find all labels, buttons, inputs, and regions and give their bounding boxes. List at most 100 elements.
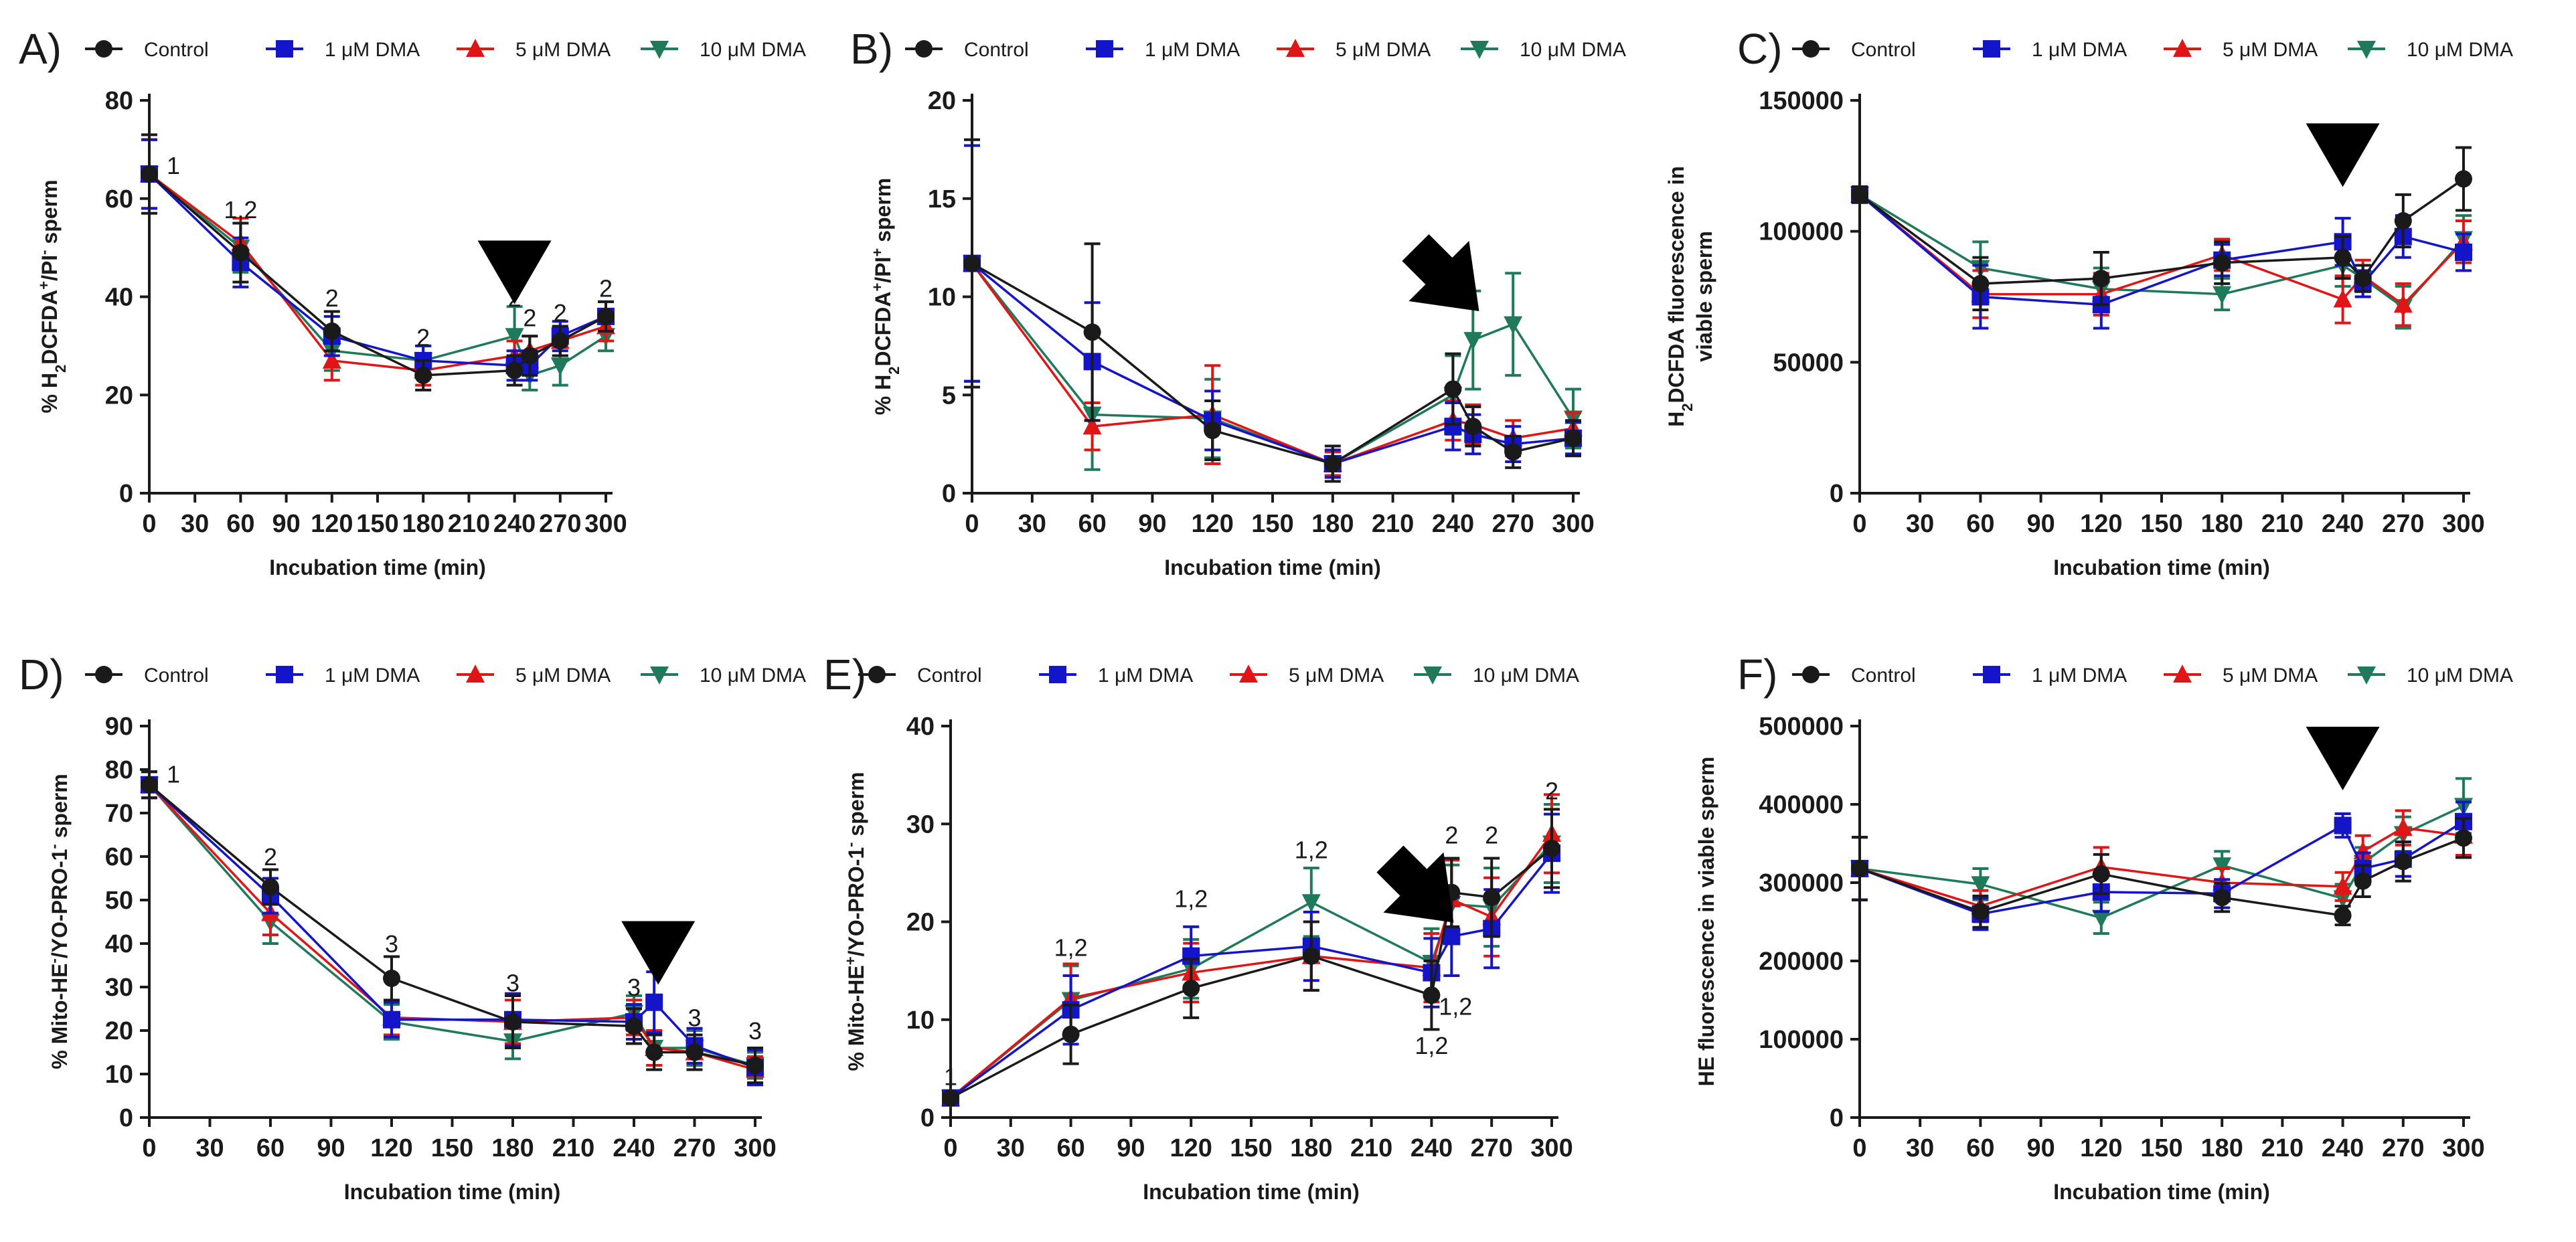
panel-letter: B) bbox=[850, 25, 893, 73]
x-tick-label: 120 bbox=[370, 1134, 412, 1162]
legend-label: 10 μM DMA bbox=[1520, 39, 1626, 61]
annotation-label: 3 bbox=[627, 974, 641, 1001]
y-tick-label: 100000 bbox=[1759, 218, 1844, 246]
panel-letter: C) bbox=[1737, 25, 1783, 73]
y-tick-label: 400000 bbox=[1759, 791, 1844, 819]
y-tick-label: 200000 bbox=[1759, 948, 1844, 976]
x-tick-label: 120 bbox=[311, 510, 353, 538]
annotation-label: 1 bbox=[167, 152, 180, 179]
data-point bbox=[2455, 829, 2472, 847]
annotation-label: 3 bbox=[506, 970, 519, 997]
x-tick-label: 60 bbox=[1966, 1134, 1994, 1162]
x-tick-label: 30 bbox=[195, 1134, 224, 1162]
data-point bbox=[2334, 907, 2352, 925]
panel-letter: F) bbox=[1737, 650, 1777, 699]
x-tick-label: 0 bbox=[142, 510, 156, 538]
y-axis-title-part: viable sperm bbox=[1692, 231, 1716, 362]
legend-label: 10 μM DMA bbox=[2407, 664, 2513, 687]
arrow-icon bbox=[2306, 726, 2380, 790]
annotation-label: 1,2 bbox=[1174, 885, 1208, 913]
legend-marker bbox=[1802, 40, 1820, 58]
data-point bbox=[550, 357, 570, 376]
data-point bbox=[1971, 903, 1990, 921]
data-point bbox=[1443, 927, 1461, 946]
y-tick-label: 20 bbox=[105, 381, 133, 410]
series bbox=[1851, 817, 2472, 929]
data-point bbox=[686, 1043, 704, 1061]
legend-marker bbox=[95, 40, 112, 58]
annotation-label: 1,2 bbox=[1054, 934, 1088, 962]
x-tick-label: 150 bbox=[2140, 510, 2182, 538]
y-axis-title-part: sperm bbox=[48, 774, 72, 844]
data-point bbox=[383, 970, 400, 987]
data-point bbox=[2333, 876, 2352, 895]
y-tick-label: 150000 bbox=[1759, 87, 1844, 115]
y-axis-title-part: - bbox=[35, 250, 52, 254]
y-tick-label: 0 bbox=[1830, 480, 1844, 508]
data-point bbox=[2393, 294, 2413, 313]
x-tick-label: 30 bbox=[1018, 510, 1046, 538]
x-tick-label: 240 bbox=[1432, 510, 1474, 538]
legend-marker bbox=[1286, 39, 1305, 57]
series-line bbox=[1859, 804, 2464, 919]
y-axis-title-part: % H bbox=[37, 373, 62, 413]
annotation-label: 1,2 bbox=[1439, 992, 1472, 1020]
data-point bbox=[1504, 443, 1522, 461]
y-axis-title: viable sperm bbox=[1692, 231, 1716, 362]
series bbox=[1850, 777, 2473, 936]
x-axis-title: Incubation time (min) bbox=[344, 1180, 561, 1204]
x-tick-label: 210 bbox=[448, 510, 490, 538]
y-axis-title-part: % Mito-HE bbox=[48, 963, 72, 1069]
x-tick-label: 240 bbox=[1411, 1134, 1453, 1162]
x-axis-title: Incubation time (min) bbox=[269, 555, 486, 580]
y-axis-title-part: + bbox=[869, 248, 886, 257]
y-tick-label: 15 bbox=[928, 185, 956, 213]
series-line bbox=[950, 847, 1553, 1099]
x-tick-label: 0 bbox=[142, 1134, 156, 1162]
series bbox=[141, 770, 764, 1084]
annotation-label: 2 bbox=[599, 275, 613, 302]
arrow-icon bbox=[2306, 123, 2380, 187]
y-axis-title-part: sperm bbox=[844, 772, 868, 842]
legend-label: 10 μM DMA bbox=[700, 39, 806, 61]
series-line bbox=[949, 853, 1553, 1099]
legend-marker bbox=[2357, 667, 2376, 685]
data-point bbox=[2334, 816, 2352, 834]
series-line bbox=[1858, 193, 2465, 306]
series-line bbox=[148, 173, 607, 372]
y-axis-title-part: - bbox=[46, 844, 62, 849]
data-point bbox=[2455, 243, 2472, 261]
series-line bbox=[148, 173, 607, 377]
x-axis-title: Incubation time (min) bbox=[1143, 1180, 1360, 1204]
arrow-icon bbox=[477, 240, 552, 304]
series-line bbox=[1859, 836, 2464, 917]
data-point bbox=[2212, 286, 2232, 304]
y-axis-title-part: 2 bbox=[52, 365, 69, 373]
x-tick-label: 270 bbox=[1492, 510, 1534, 538]
x-tick-label: 210 bbox=[2261, 1134, 2304, 1162]
y-tick-label: 0 bbox=[119, 1104, 133, 1132]
data-point bbox=[1082, 416, 1102, 435]
legend: Control 1 μM DMA 5 μM DMA 10 μM DMA bbox=[858, 664, 1579, 687]
x-tick-label: 0 bbox=[1852, 510, 1866, 538]
x-tick-label: 150 bbox=[356, 510, 398, 538]
data-point bbox=[504, 1013, 521, 1031]
x-tick-label: 120 bbox=[2080, 1134, 2122, 1162]
data-point bbox=[942, 1089, 959, 1107]
x-tick-label: 0 bbox=[943, 1134, 957, 1162]
x-tick-label: 30 bbox=[1906, 1134, 1934, 1162]
x-tick-label: 30 bbox=[181, 510, 209, 538]
x-tick-label: 300 bbox=[734, 1134, 776, 1162]
series-line bbox=[949, 842, 1553, 1099]
chart-panel: D) 0 10 20 30 40 50 60 70 80 90 0 30 60 90 120 150 180 210… bbox=[19, 650, 777, 1204]
x-tick-label: 90 bbox=[2026, 510, 2055, 538]
x-tick-label: 210 bbox=[552, 1134, 594, 1162]
data-point bbox=[625, 1017, 643, 1035]
legend-marker bbox=[650, 667, 669, 685]
legend-marker bbox=[650, 41, 669, 59]
data-point bbox=[1851, 859, 1868, 877]
annotation-label: 2 bbox=[1485, 822, 1498, 849]
y-axis-title-part: - bbox=[842, 842, 859, 847]
chart-panel: F) 0 100000 200000 300000 400000 500000 0 30 60 90… bbox=[1694, 650, 2485, 1204]
